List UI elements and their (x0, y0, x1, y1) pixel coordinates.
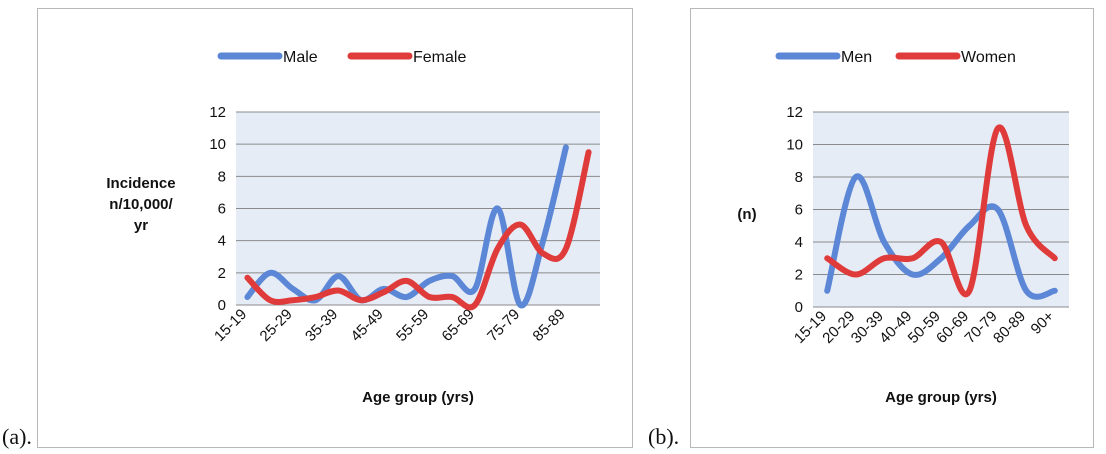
chart-a-y-axis-title: yr (134, 217, 148, 234)
chart-b-x-tick-label: 80-89 (990, 308, 1029, 347)
chart-a-y-tick-label: 10 (209, 136, 226, 153)
chart-a-y-tick-label: 2 (218, 265, 226, 282)
chart-b-y-tick-label: 10 (786, 137, 803, 154)
chart-a-x-axis-title: Age group (yrs) (362, 389, 474, 406)
chart-b-legend-label-men: Men (841, 49, 872, 66)
chart-a-legend-label-female: Female (413, 49, 466, 66)
chart-a-y-axis-title: n/10,000/ (109, 196, 173, 213)
panel-label-b: (b). (648, 424, 680, 449)
chart-b-y-tick-label: 0 (795, 299, 803, 316)
chart-b-series-line-men (824, 173, 1058, 300)
chart-panel-a: 0 2 4 6 8 10 12 15-19 25-29 35-39 45-49 55-59 65-69 7… (37, 8, 633, 448)
chart-a-x-tick-label: 45-49 (348, 306, 387, 345)
chart-a-x-tick-label: 85-89 (530, 306, 569, 345)
chart-b-x-axis-title: Age group (yrs) (885, 389, 997, 406)
chart-b-y-tick-label: 6 (795, 202, 803, 219)
chart-a-x-tick-label: 55-59 (393, 306, 432, 345)
chart-b-y-axis-title: (n) (737, 206, 756, 223)
panel-label-a: (a). (2, 424, 32, 449)
chart-b-y-tick-label: 4 (795, 234, 803, 251)
chart-b-x-tick-label: 90+ (1028, 308, 1058, 338)
chart-a-x-tick-label: 75-79 (484, 306, 523, 345)
chart-b: 02468101215-1920-2930-3940-4950-5960-697… (737, 49, 1069, 406)
chart-a-x-tick-label: 35-39 (302, 306, 341, 345)
chart-a-y-tick-label: 0 (218, 297, 226, 314)
chart-a-x-tick-label: 65-69 (439, 306, 478, 345)
chart-panel-b: 0 2 4 6 8 10 12 15-19 20-29 30-39 40-49 50-59 60-69 7… (690, 8, 1094, 448)
chart-a-series-line-female (244, 149, 592, 311)
chart-b-y-tick-label: 2 (795, 267, 803, 284)
chart-a-y-tick-label: 8 (218, 168, 226, 185)
chart-a-x-tick-label: 25-29 (257, 306, 296, 345)
chart-a-legend-label-male: Male (283, 49, 318, 66)
chart-b-y-tick-label: 12 (786, 104, 803, 121)
chart-b-y-tick-label: 8 (795, 169, 803, 186)
chart-b-series-line-women (824, 124, 1058, 298)
chart-a-y-axis-title: Incidence (106, 175, 175, 192)
chart-b-legend-label-women: Women (961, 49, 1016, 66)
chart-a-y-tick-label: 4 (218, 233, 226, 250)
chart-a-y-tick-label: 12 (209, 104, 226, 121)
chart-a-y-tick-label: 6 (218, 201, 226, 218)
